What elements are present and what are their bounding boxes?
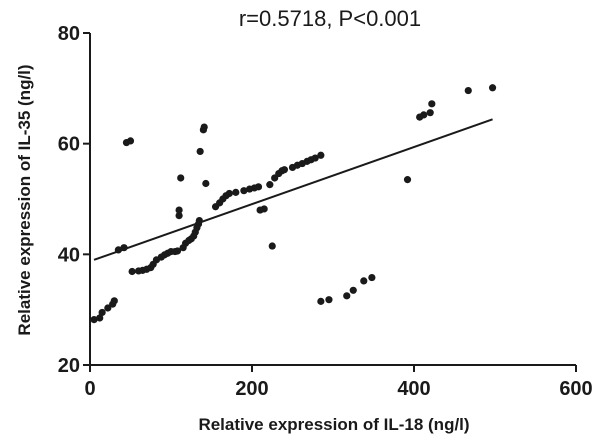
data-point [317, 297, 325, 305]
x-tick-label: 400 [397, 378, 430, 400]
data-point [266, 181, 274, 189]
x-tick-label: 600 [559, 378, 592, 400]
data-point [96, 314, 104, 322]
x-tick-label: 200 [235, 378, 268, 400]
data-point [403, 176, 412, 184]
data-point [126, 137, 135, 145]
chart-title: r=0.5718, P<0.001 [239, 6, 421, 31]
x-axis-title: Relative expression of IL-18 (ng/l) [198, 415, 469, 434]
regression-line [93, 118, 493, 261]
data-point [175, 212, 183, 220]
data-point [225, 189, 233, 198]
data-point [202, 179, 210, 188]
y-tick-label: 80 [58, 23, 80, 45]
data-point [110, 297, 118, 305]
data-point [428, 100, 436, 108]
ticks: 0 200 400 600 20 40 60 80 [58, 23, 593, 400]
data-point [240, 187, 248, 195]
data-point [488, 84, 497, 92]
data-point [173, 247, 182, 255]
axes [89, 33, 576, 366]
data-point [325, 296, 333, 304]
data-point [254, 183, 263, 191]
data-point [464, 86, 472, 95]
x-tick-label: 0 [84, 378, 95, 400]
y-tick-label: 40 [58, 244, 80, 266]
data-point [420, 111, 428, 119]
y-tick-label: 20 [58, 355, 80, 377]
regression-line-group [93, 118, 493, 261]
data-point [311, 154, 319, 162]
data-point [200, 123, 208, 131]
y-axis-title: Relative expression of IL-35 (ng/l) [15, 64, 34, 335]
data-point [426, 109, 434, 117]
data-point [104, 304, 112, 312]
data-point [175, 206, 183, 214]
data-point [98, 308, 106, 317]
data-point [128, 267, 136, 276]
data-point [177, 174, 185, 182]
y-tick-label: 60 [58, 134, 80, 156]
data-point [360, 277, 368, 285]
data-point [349, 286, 357, 294]
data-point [368, 273, 376, 282]
data-points [90, 84, 497, 324]
data-point [90, 316, 98, 324]
data-point [196, 147, 204, 156]
data-point [232, 188, 240, 196]
data-point [268, 242, 276, 250]
data-point [317, 151, 325, 159]
data-point [260, 205, 268, 213]
data-point [280, 166, 288, 174]
data-point [343, 292, 351, 300]
